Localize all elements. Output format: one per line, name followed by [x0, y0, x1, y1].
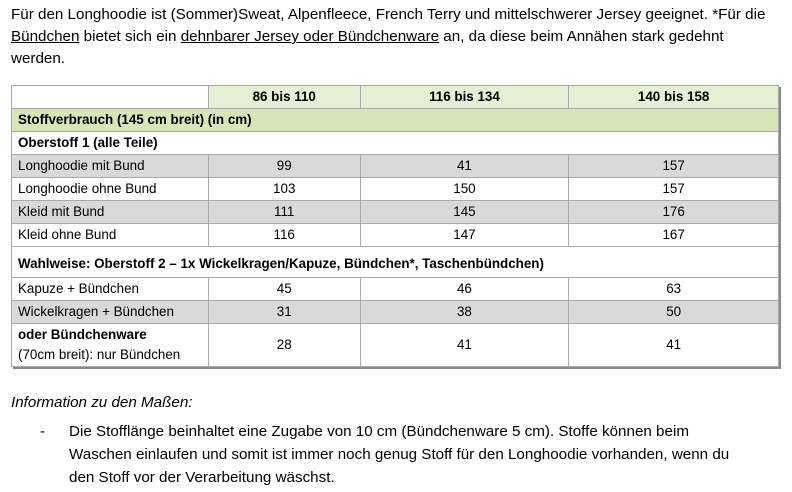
table-row: Wickelkragen + Bündchen 31 38 50: [11, 300, 779, 324]
table-row: Kleid ohne Bund 116 147 167: [11, 223, 779, 247]
intro-underlined-cuffs: Bündchen: [11, 28, 80, 45]
row-value: 38: [359, 300, 570, 324]
row-label: oder Bündchenware (70cm breit): nur Bünd…: [11, 323, 209, 367]
row-value: 111: [207, 200, 361, 224]
row-value: 28: [207, 323, 361, 367]
row-label: Longhoodie ohne Bund: [11, 177, 209, 201]
intro-text-3: an, da diese beim Annähen stark gedehnt …: [11, 28, 724, 67]
group-heading-row: Wahlweise: Oberstoff 2 – 1x Wickelkragen…: [11, 246, 779, 278]
row-value: 150: [359, 177, 570, 201]
row-label-bold: oder Bündchenware: [18, 327, 147, 342]
intro-text-1: Für den Longhoodie ist (Sommer)Sweat, Al…: [11, 6, 766, 23]
group1-title: Oberstoff 1 (alle Teile): [11, 131, 779, 155]
intro-paragraph: Für den Longhoodie ist (Sommer)Sweat, Al…: [11, 4, 781, 70]
column-header: 86 bis 110: [207, 85, 361, 109]
row-value: 41: [359, 154, 570, 178]
group-heading-row: Oberstoff 1 (alle Teile): [11, 131, 779, 155]
row-value: 157: [568, 177, 779, 201]
row-value: 41: [359, 323, 570, 367]
intro-text-2: bietet sich ein: [79, 28, 181, 45]
row-value: 147: [359, 223, 570, 247]
fabric-consumption-table: 86 bis 110 116 bis 134 140 bis 158 Stoff…: [11, 85, 779, 367]
row-value: 63: [568, 277, 779, 301]
row-value: 103: [207, 177, 361, 201]
row-value: 50: [568, 300, 779, 324]
intro-underlined-fabric: dehnbarer Jersey oder Bündchenware: [180, 28, 440, 45]
row-label: Kleid ohne Bund: [11, 223, 209, 247]
section-row: Stoffverbrauch (145 cm breit) (in cm): [11, 108, 779, 132]
table-row: Longhoodie mit Bund 99 41 157: [11, 154, 779, 178]
table-row: Longhoodie ohne Bund 103 150 157: [11, 177, 779, 201]
row-value: 116: [207, 223, 361, 247]
row-value: 31: [207, 300, 361, 324]
row-value: 145: [359, 200, 570, 224]
row-value: 167: [568, 223, 779, 247]
row-label-normal: (70cm breit): nur Bündchen: [18, 347, 181, 362]
row-value: 41: [568, 323, 779, 367]
column-header: 116 bis 134: [359, 85, 570, 109]
section-title: Stoffverbrauch (145 cm breit) (in cm): [11, 108, 779, 132]
row-value: 157: [568, 154, 779, 178]
row-label: Wickelkragen + Bündchen: [11, 300, 209, 324]
bullet-marker: -: [40, 423, 46, 440]
header-row: 86 bis 110 116 bis 134 140 bis 158: [11, 85, 779, 109]
row-label: Kleid mit Bund: [11, 200, 209, 224]
bullet-text: Die Stofflänge beinhaltet eine Zugabe vo…: [69, 423, 730, 486]
table-row: Kleid mit Bund 111 145 176: [11, 200, 779, 224]
row-value: 45: [207, 277, 361, 301]
header-empty-cell: [11, 85, 209, 109]
row-value: 46: [359, 277, 570, 301]
row-label: Kapuze + Bündchen: [11, 277, 209, 301]
column-header: 140 bis 158: [568, 85, 779, 109]
row-value: 176: [568, 200, 779, 224]
info-heading: Information zu den Maßen:: [11, 394, 193, 411]
row-value: 99: [207, 154, 361, 178]
row-label: Longhoodie mit Bund: [11, 154, 209, 178]
group2-title: Wahlweise: Oberstoff 2 – 1x Wickelkragen…: [11, 246, 779, 278]
table-row: oder Bündchenware (70cm breit): nur Bünd…: [11, 323, 779, 367]
table-row: Kapuze + Bündchen 45 46 63: [11, 277, 779, 301]
